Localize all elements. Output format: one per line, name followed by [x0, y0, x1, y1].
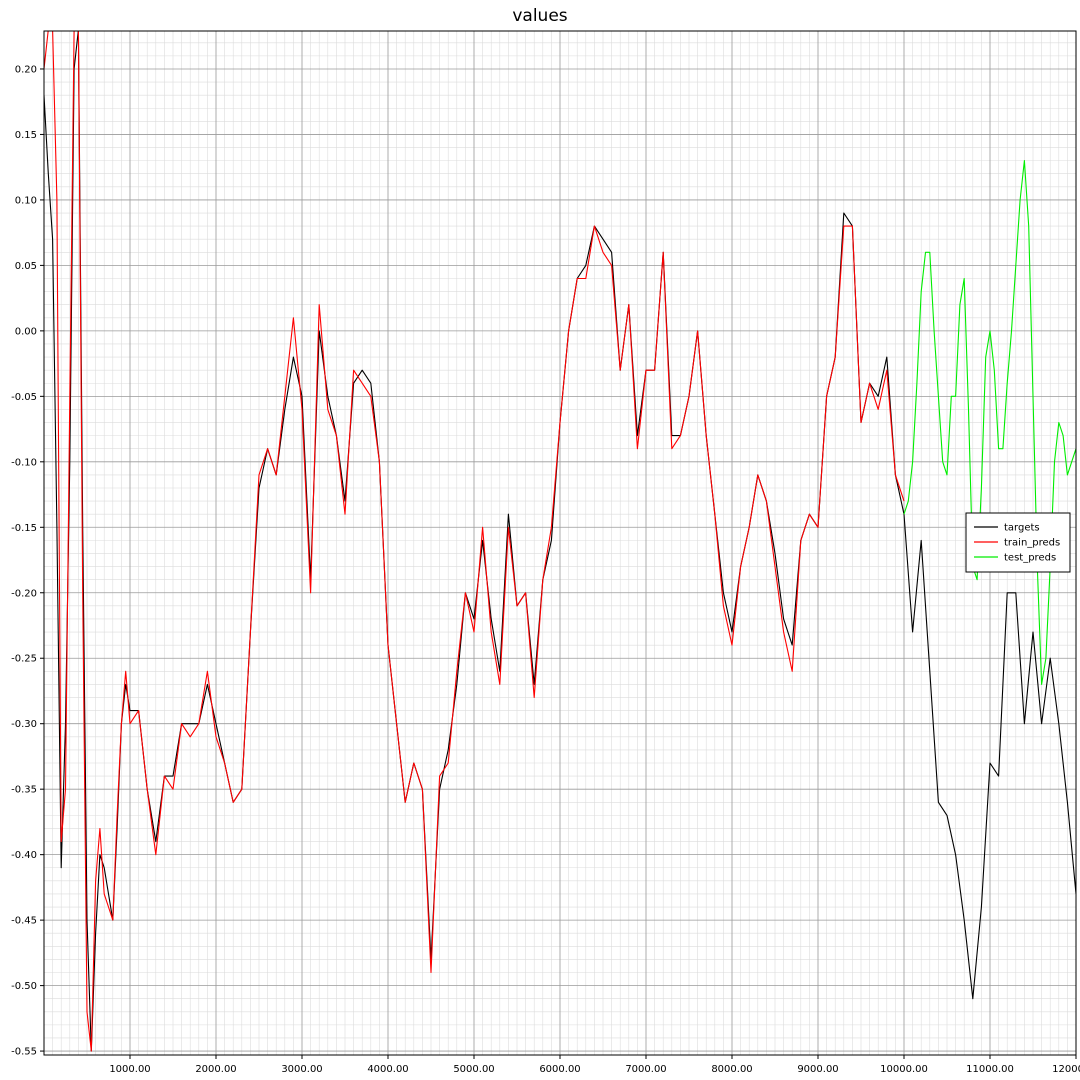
y-tick-label: 0.00 — [15, 326, 37, 337]
y-axis: 0.20 0.15 0.10 0.05 0.00 -0.05 -0.10 -0.15 -0.20… — [11, 64, 44, 1058]
y-tick-label: -0.10 — [11, 457, 37, 468]
series-line-train-preds — [44, 31, 905, 1052]
y-tick-label: -0.15 — [11, 523, 37, 534]
y-tick-label: -0.55 — [11, 1047, 37, 1058]
y-tick-label: 0.15 — [15, 130, 37, 141]
y-tick-label: -0.30 — [11, 719, 37, 730]
legend-label: test_preds — [1004, 553, 1056, 564]
x-tick-label: 10000.00 — [880, 1064, 928, 1075]
series-layer — [44, 31, 1076, 1052]
y-tick-label: -0.05 — [11, 392, 37, 403]
legend: targets train_preds test_preds — [965, 512, 1071, 573]
x-tick-label: 3000.00 — [281, 1064, 322, 1075]
x-axis: 1000.00 2000.00 3000.00 4000.00 5000.00 6000.… — [109, 1055, 1080, 1075]
x-tick-label: 2000.00 — [195, 1064, 236, 1075]
x-tick-label: 7000.00 — [625, 1064, 666, 1075]
x-tick-label: 5000.00 — [453, 1064, 494, 1075]
x-tick-label: 1000.00 — [109, 1064, 150, 1075]
x-tick-label: 6000.00 — [539, 1064, 580, 1075]
chart-title: values — [512, 6, 568, 26]
legend-label: train_preds — [1004, 538, 1060, 549]
y-tick-label: 0.10 — [15, 195, 37, 206]
y-tick-label: -0.20 — [11, 588, 37, 599]
y-tick-label: -0.40 — [11, 850, 37, 861]
y-tick-label: -0.25 — [11, 654, 37, 665]
y-tick-label: -0.50 — [11, 981, 37, 992]
x-tick-label: 9000.00 — [797, 1064, 838, 1075]
series-line-test-preds — [903, 160, 1076, 685]
y-tick-label: -0.45 — [11, 916, 37, 927]
y-tick-label: -0.35 — [11, 785, 37, 796]
x-tick-label: 8000.00 — [711, 1064, 752, 1075]
y-tick-label: 0.20 — [15, 64, 37, 75]
x-tick-label: 4000.00 — [367, 1064, 408, 1075]
y-tick-label: 0.05 — [15, 261, 37, 272]
legend-label: targets — [1004, 523, 1040, 534]
x-tick-label: 11000.00 — [966, 1064, 1014, 1075]
